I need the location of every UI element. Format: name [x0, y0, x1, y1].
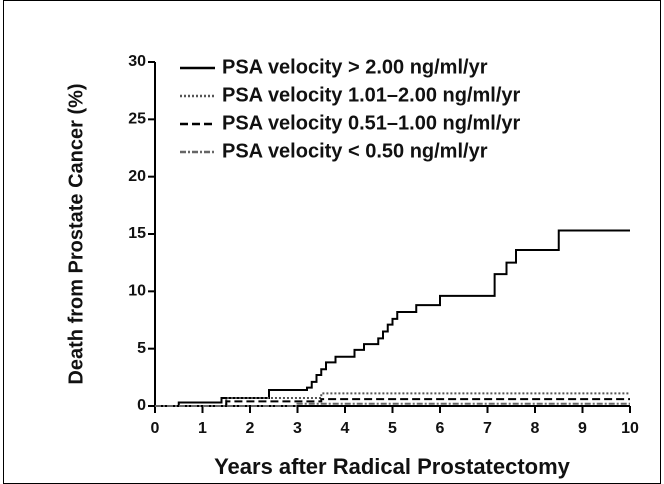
- x-axis-label: Years after Radical Prostatectomy: [214, 454, 571, 479]
- series-line: [155, 229, 630, 407]
- x-tick-label: 0: [151, 420, 160, 437]
- y-tick-label: 10: [128, 283, 146, 300]
- y-tick-label: 20: [128, 168, 146, 185]
- x-tick-label: 9: [578, 420, 587, 437]
- y-tick-label: 5: [137, 340, 146, 357]
- x-tick-label: 8: [531, 420, 540, 437]
- x-tick-label: 10: [621, 420, 639, 437]
- y-tick-label: 25: [128, 111, 146, 128]
- legend-label: PSA velocity > 2.00 ng/ml/yr: [222, 56, 488, 78]
- y-tick-label: 0: [137, 397, 146, 414]
- x-tick-label: 3: [293, 420, 302, 437]
- x-tick-label: 4: [341, 420, 350, 437]
- x-tick-label: 1: [198, 420, 207, 437]
- legend-label: PSA velocity 1.01–2.00 ng/ml/yr: [222, 84, 521, 106]
- legend-label: PSA velocity < 0.50 ng/ml/yr: [222, 140, 488, 162]
- legend-label: PSA velocity 0.51–1.00 ng/ml/yr: [222, 112, 521, 134]
- y-tick-label: 30: [128, 53, 146, 70]
- series-line: [155, 398, 630, 407]
- y-tick-label: 15: [128, 225, 146, 242]
- x-tick-label: 5: [388, 420, 397, 437]
- x-tick-label: 7: [483, 420, 492, 437]
- x-tick-label: 2: [246, 420, 255, 437]
- x-tick-label: 6: [436, 420, 445, 437]
- y-axis-label: Death from Prostate Cancer (%): [65, 83, 87, 384]
